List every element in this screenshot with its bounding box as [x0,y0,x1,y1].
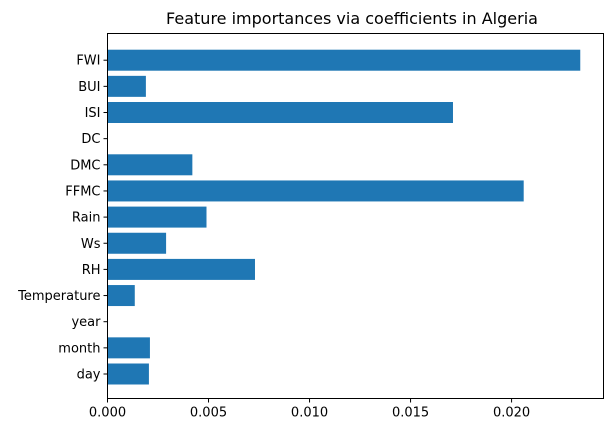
chart-title: Feature importances via coefficients in … [166,9,538,28]
y-tick-label: FFMC [65,184,100,199]
bar-dmc [107,154,193,176]
y-tick-label: BUI [78,80,100,95]
y-tick-label: DMC [70,158,100,173]
bar-month [107,337,150,359]
y-tick-label: Rain [72,211,101,226]
x-tick-label: 0.010 [291,406,328,421]
x-tick-label: 0.005 [190,406,227,421]
y-tick-label: ISI [85,106,101,121]
y-tick-label: day [77,368,101,383]
x-tick-label: 0.000 [89,406,126,421]
bar-rh [107,258,255,280]
x-axis-ticks: 0.000 0.005 0.010 0.015 0.020 [89,398,530,421]
bar-temperature [107,285,135,307]
plot-frame [107,33,604,399]
bar-ffmc [107,180,524,202]
y-tick-label: Ws [81,237,101,252]
bar-fwi [107,49,581,71]
x-tick-label: 0.015 [392,406,429,421]
y-tick-label: Temperature [17,289,100,304]
bar-isi [107,102,453,123]
bars-group [107,49,581,385]
y-tick-label: DC [81,132,100,147]
y-axis-ticks: day month year Temperature RH Ws Rain FFMC DMC D… [17,54,108,383]
bar-rain [107,206,207,228]
y-tick-label: RH [82,263,101,278]
x-tick-label: 0.020 [493,406,530,421]
y-tick-label: year [71,315,101,330]
y-tick-label: FWI [76,54,100,69]
bar-day [107,363,149,385]
bar-bui [107,75,146,97]
y-tick-label: month [58,341,100,356]
bar-ws [107,232,167,254]
